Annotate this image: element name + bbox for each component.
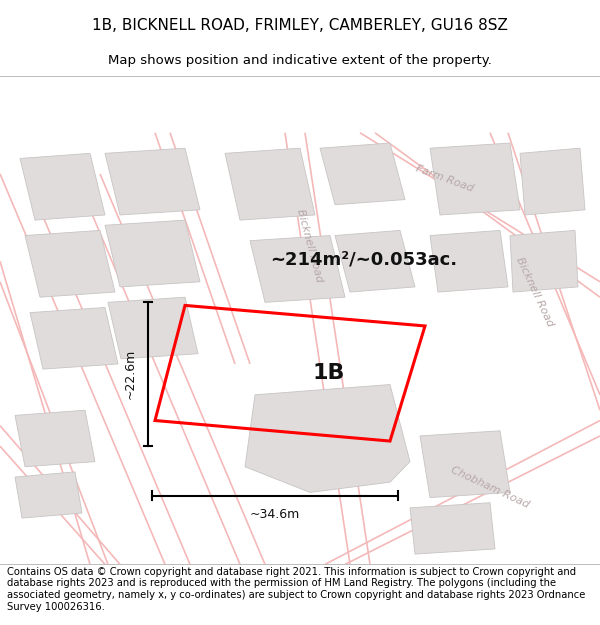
- Polygon shape: [25, 231, 115, 298]
- Polygon shape: [105, 148, 200, 215]
- Polygon shape: [520, 148, 585, 215]
- Text: ~214m²/~0.053ac.: ~214m²/~0.053ac.: [270, 250, 457, 268]
- Polygon shape: [430, 231, 508, 292]
- Polygon shape: [320, 143, 405, 205]
- Polygon shape: [15, 410, 95, 467]
- Polygon shape: [15, 472, 82, 518]
- Polygon shape: [20, 153, 105, 220]
- Text: 1B, BICKNELL ROAD, FRIMLEY, CAMBERLEY, GU16 8SZ: 1B, BICKNELL ROAD, FRIMLEY, CAMBERLEY, G…: [92, 18, 508, 33]
- Polygon shape: [510, 231, 578, 292]
- Polygon shape: [245, 384, 410, 492]
- Text: Contains OS data © Crown copyright and database right 2021. This information is : Contains OS data © Crown copyright and d…: [7, 567, 586, 612]
- Text: ~22.6m: ~22.6m: [124, 349, 137, 399]
- Polygon shape: [420, 431, 510, 498]
- Polygon shape: [105, 220, 200, 287]
- Text: Bicknell Road: Bicknell Road: [515, 256, 556, 328]
- Text: ~34.6m: ~34.6m: [250, 508, 300, 521]
- Polygon shape: [108, 298, 198, 359]
- Text: 1B: 1B: [313, 363, 345, 383]
- Polygon shape: [250, 236, 345, 302]
- Text: Chobham Road: Chobham Road: [449, 465, 531, 510]
- Polygon shape: [430, 143, 520, 215]
- Polygon shape: [30, 308, 118, 369]
- Text: Map shows position and indicative extent of the property.: Map shows position and indicative extent…: [108, 54, 492, 67]
- Text: Farm Road: Farm Road: [415, 164, 475, 194]
- Text: Bicknell Road: Bicknell Road: [295, 208, 325, 284]
- Polygon shape: [410, 503, 495, 554]
- Polygon shape: [335, 231, 415, 292]
- Polygon shape: [225, 148, 315, 220]
